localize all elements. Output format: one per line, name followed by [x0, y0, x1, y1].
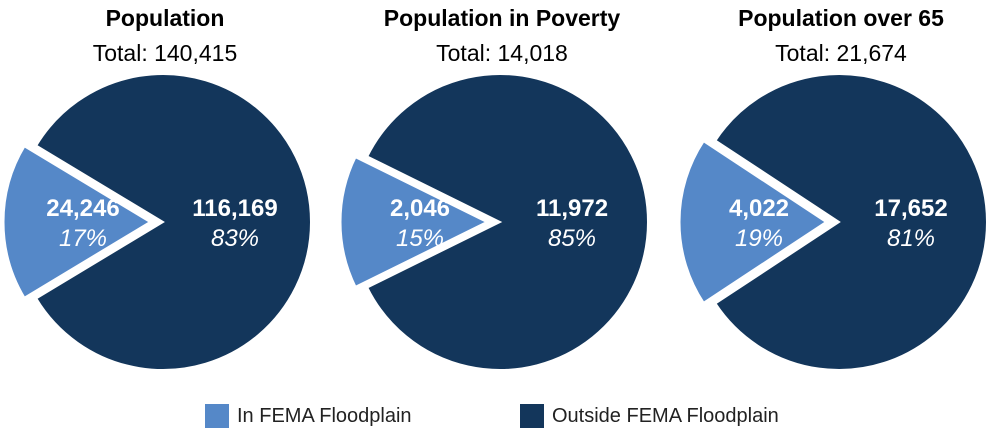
slice-value-label-out: 116,169: [192, 195, 277, 222]
legend-label: Outside FEMA Floodplain: [552, 404, 779, 427]
slice-outside-floodplain: [365, 73, 649, 371]
slice-value-label-in: 4,022: [729, 195, 789, 222]
slice-in-floodplain: [1, 143, 154, 301]
slice-percent-label-in: 17%: [59, 225, 107, 252]
pie-chart-population: 24,246 17% 116,169 83%: [1, 73, 312, 371]
pie-chart-over-65: 4,022 19% 17,652 81%: [677, 73, 988, 371]
slice-percent-label-in: 15%: [396, 225, 444, 252]
slice-percent-label-out: 85%: [548, 225, 596, 252]
slice-value-label-in: 24,246: [46, 195, 119, 222]
slice-percent-label-in: 19%: [735, 225, 783, 252]
slice-value-label-out: 11,972: [536, 195, 608, 222]
chart-subtitle: Total: 21,674: [775, 40, 907, 66]
pie-chart-poverty: 2,046 15% 11,972 85%: [338, 73, 649, 371]
slice-outside-floodplain: [714, 73, 988, 371]
legend-label: In FEMA Floodplain: [237, 404, 412, 427]
pie-panel-population: Population Total: 140,415 24,246 17% 116,1…: [0, 0, 330, 380]
chart-subtitle: Total: 140,415: [92, 40, 238, 66]
slice-in-floodplain: [677, 138, 830, 306]
slice-percent-label-out: 83%: [211, 225, 259, 252]
slice-in-floodplain: [338, 154, 492, 290]
slice-value-label-out: 17,652: [874, 195, 947, 222]
legend: In FEMA Floodplain Outside FEMA Floodpla…: [0, 404, 992, 434]
pie-panel-over-65: Population over 65 Total: 21,674 4,022 19…: [676, 0, 992, 380]
legend-swatch-out: [520, 404, 544, 428]
slice-percent-label-out: 81%: [887, 225, 935, 252]
pie-panel-poverty: Population in Poverty Total: 14,018 2,04…: [337, 0, 667, 380]
chart-title: Population over 65: [738, 5, 944, 31]
slice-outside-floodplain: [34, 73, 312, 371]
chart-title: Population: [105, 5, 225, 31]
chart-title: Population in Poverty: [383, 5, 621, 31]
legend-swatch-in: [205, 404, 229, 428]
legend-item-outside-floodplain: Outside FEMA Floodplain: [520, 404, 779, 428]
slice-value-label-in: 2,046: [390, 195, 450, 222]
chart-subtitle: Total: 14,018: [436, 40, 568, 66]
legend-item-in-floodplain: In FEMA Floodplain: [205, 404, 412, 428]
